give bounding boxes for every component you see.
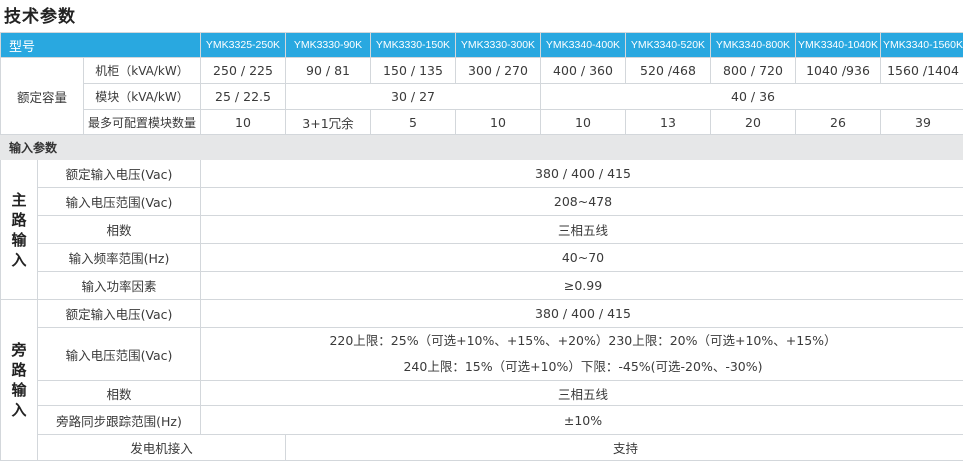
bypass-input-row: 旁路输入 额定输入电压(Vac) 380 / 400 / 415	[1, 300, 963, 328]
model-header-cell: YMK3340-1040K	[796, 33, 881, 58]
max-modules-value: 3+1冗余	[286, 110, 371, 135]
cabinet-capacity-value: 400 / 360	[541, 58, 626, 84]
max-modules-value: 10	[456, 110, 541, 135]
max-modules-value: 26	[796, 110, 881, 135]
cabinet-capacity-value: 250 / 225	[201, 58, 286, 84]
bypass-input-row: 旁路同步跟踪范围(Hz) ±10%	[1, 406, 963, 435]
model-header-cell: YMK3340-1560K	[881, 33, 963, 58]
model-header-cell: YMK3340-520K	[626, 33, 711, 58]
main-input-param-value: 三相五线	[201, 216, 963, 244]
cabinet-capacity-label: 机柜（kVA/kW）	[84, 58, 201, 84]
bypass-phases-value: 三相五线	[201, 381, 963, 406]
cabinet-capacity-value: 1040 /936	[796, 58, 881, 84]
model-header-cell: YMK3325-250K	[201, 33, 286, 58]
cabinet-capacity-value: 90 / 81	[286, 58, 371, 84]
max-modules-value: 20	[711, 110, 796, 135]
bypass-phases-label: 相数	[38, 381, 201, 406]
max-modules-value: 39	[881, 110, 963, 135]
main-input-row: 主路输入 额定输入电压(Vac) 380 / 400 / 415	[1, 160, 963, 188]
page-title: 技术参数	[4, 2, 76, 27]
max-modules-value: 13	[626, 110, 711, 135]
bypass-rated-voltage-value: 380 / 400 / 415	[201, 300, 963, 328]
generator-value: 支持	[286, 435, 963, 461]
main-input-param-value: 40~70	[201, 244, 963, 272]
bypass-sync-range-label: 旁路同步跟踪范围(Hz)	[38, 406, 201, 435]
generator-row: 发电机接入 支持	[1, 435, 963, 461]
main-input-group-label: 主路输入	[1, 160, 38, 300]
bypass-voltage-range-value: 220上限：25%（可选+10%、+15%、+20%）230上限：20%（可选+…	[201, 328, 963, 381]
model-header-cell: YMK3330-90K	[286, 33, 371, 58]
model-header-cell: YMK3330-150K	[371, 33, 456, 58]
max-modules-value: 10	[201, 110, 286, 135]
input-section-heading: 输入参数	[1, 135, 963, 160]
module-capacity-row: 模块（kVA/kW） 25 / 22.5 30 / 27 40 / 36	[1, 84, 963, 110]
module-capacity-value: 25 / 22.5	[201, 84, 286, 110]
main-input-param-label: 额定输入电压(Vac)	[38, 160, 201, 188]
main-input-param-label: 输入电压范围(Vac)	[38, 188, 201, 216]
model-header-row: 型号 YMK3325-250K YMK3330-90K YMK3330-150K…	[1, 33, 963, 58]
model-header-cell: YMK3330-300K	[456, 33, 541, 58]
cabinet-capacity-value: 800 / 720	[711, 58, 796, 84]
spec-table: 型号 YMK3325-250K YMK3330-90K YMK3330-150K…	[0, 32, 963, 461]
input-section-row: 输入参数	[1, 135, 963, 160]
main-input-row: 输入功率因素 ≥0.99	[1, 272, 963, 300]
cabinet-capacity-row: 额定容量 机柜（kVA/kW） 250 / 225 90 / 81 150 / …	[1, 58, 963, 84]
module-capacity-value: 30 / 27	[286, 84, 541, 110]
main-input-param-label: 输入功率因素	[38, 272, 201, 300]
main-input-row: 输入频率范围(Hz) 40~70	[1, 244, 963, 272]
bypass-voltage-range-line: 220上限：25%（可选+10%、+15%、+20%）230上限：20%（可选+…	[201, 328, 963, 354]
model-header-cell: YMK3340-400K	[541, 33, 626, 58]
generator-label: 发电机接入	[38, 435, 286, 461]
module-capacity-label: 模块（kVA/kW）	[84, 84, 201, 110]
cabinet-capacity-value: 520 /468	[626, 58, 711, 84]
main-input-param-label: 输入频率范围(Hz)	[38, 244, 201, 272]
bypass-voltage-range-line: 240上限：15%（可选+10%）下限：-45%(可选-20%、-30%)	[201, 354, 963, 380]
max-modules-value: 5	[371, 110, 456, 135]
bypass-input-row: 相数 三相五线	[1, 381, 963, 406]
bypass-voltage-range-label: 输入电压范围(Vac)	[38, 328, 201, 381]
cabinet-capacity-value: 300 / 270	[456, 58, 541, 84]
max-modules-row: 最多可配置模块数量 10 3+1冗余 5 10 10 13 20 26 39	[1, 110, 963, 135]
cabinet-capacity-value: 150 / 135	[371, 58, 456, 84]
model-header-cell: YMK3340-800K	[711, 33, 796, 58]
max-modules-value: 10	[541, 110, 626, 135]
main-input-row: 相数 三相五线	[1, 216, 963, 244]
main-input-param-label: 相数	[38, 216, 201, 244]
main-input-row: 输入电压范围(Vac) 208~478	[1, 188, 963, 216]
bypass-rated-voltage-label: 额定输入电压(Vac)	[38, 300, 201, 328]
module-capacity-value: 40 / 36	[541, 84, 963, 110]
main-input-param-value: 380 / 400 / 415	[201, 160, 963, 188]
model-header-label: 型号	[1, 33, 201, 58]
rated-capacity-label: 额定容量	[1, 58, 84, 135]
main-input-param-value: ≥0.99	[201, 272, 963, 300]
main-input-param-value: 208~478	[201, 188, 963, 216]
max-modules-label: 最多可配置模块数量	[84, 110, 201, 135]
bypass-sync-range-value: ±10%	[201, 406, 963, 435]
bypass-input-row: 输入电压范围(Vac) 220上限：25%（可选+10%、+15%、+20%）2…	[1, 328, 963, 381]
cabinet-capacity-value: 1560 /1404	[881, 58, 963, 84]
bypass-input-group-label: 旁路输入	[1, 300, 38, 461]
